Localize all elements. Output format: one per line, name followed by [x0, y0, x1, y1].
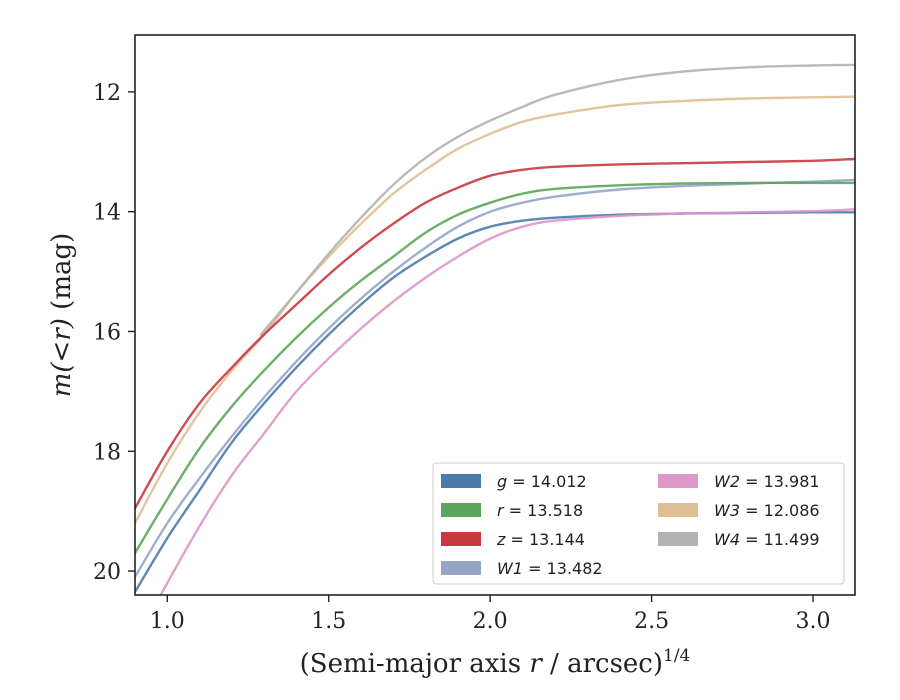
legend-swatch-g: [441, 474, 481, 488]
x-axis: 1.0 1.5 2.0 2.5 3.0: [150, 595, 831, 634]
legend-label-w4: W4 = 11.499: [714, 530, 820, 549]
x-axis-title-variable: r: [529, 649, 543, 679]
series-line-w1: [135, 178, 855, 579]
series-layer: [135, 63, 855, 595]
series-line-w4: [259, 63, 855, 336]
legend-swatch-w2: [658, 474, 698, 488]
legend-swatch-r: [441, 503, 481, 517]
legend-box: [432, 462, 845, 585]
x-axis-title: (Semi-major axis r / arcsec)1/4: [300, 646, 691, 679]
series-line-r: [135, 181, 855, 555]
legend-label-w3: W3 = 12.086: [714, 501, 820, 520]
y-tick-label: 12: [93, 81, 121, 106]
x-tick-label: 2.5: [634, 609, 669, 634]
x-tick-label: 1.0: [150, 609, 185, 634]
plot-frame: [134, 34, 856, 596]
y-axis-title-unit: (mag): [47, 233, 77, 318]
legend-swatch-z: [441, 532, 481, 546]
x-tick-label: 2.0: [473, 609, 508, 634]
legend-label-g: g = 14.012: [497, 472, 587, 491]
x-axis-title-exponent: 1/4: [663, 646, 690, 666]
x-tick-label: 3.0: [796, 609, 831, 634]
x-axis-title-prefix: (Semi-major axis: [300, 649, 530, 679]
series-line-w2: [159, 208, 855, 595]
legend-label-z: z = 13.144: [496, 530, 585, 549]
legend: g = 14.012 r = 13.518 z = 13.144 W1 = 13.48…: [432, 462, 845, 585]
y-tick-label: 14: [93, 201, 121, 226]
x-tick-label: 1.5: [311, 609, 346, 634]
legend-swatch-w4: [658, 532, 698, 546]
y-tick-label: 16: [93, 320, 121, 345]
y-axis-title-quantity: m(<r): [47, 318, 77, 397]
y-tick-label: 18: [93, 440, 121, 465]
series-line-w3: [135, 95, 855, 525]
legend-swatch-w3: [658, 503, 698, 517]
y-tick-label: 20: [93, 560, 121, 585]
legend-label-w1: W1 = 13.482: [497, 559, 603, 578]
y-axis-title: m(<r) (mag): [47, 233, 77, 398]
y-axis: 12 14 16 18 20: [93, 81, 135, 585]
legend-label-w2: W2 = 13.981: [714, 472, 820, 491]
series-line-z: [135, 157, 855, 510]
legend-swatch-w1: [441, 561, 481, 575]
legend-label-r: r = 13.518: [497, 501, 583, 520]
x-axis-title-suffix: / arcsec): [542, 649, 663, 679]
